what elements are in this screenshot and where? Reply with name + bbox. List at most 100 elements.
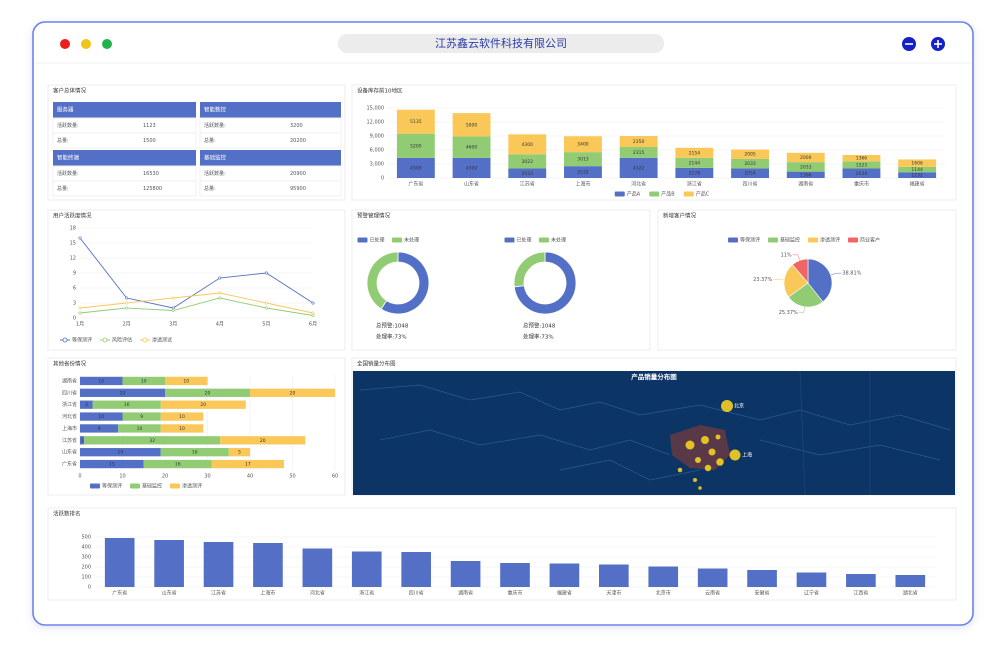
pie-label: 11%	[781, 252, 792, 258]
bar-segment	[731, 168, 769, 178]
data-label: 20	[260, 438, 266, 444]
x-tick-label: 20	[162, 474, 168, 480]
panel-title: 全国销量分布图	[357, 360, 396, 368]
legend-icon	[130, 483, 140, 489]
legend-icon	[768, 237, 778, 243]
bar	[697, 568, 728, 587]
bar-segment	[165, 388, 250, 397]
map-point	[677, 467, 683, 473]
donut-note: 总预警:1048	[523, 322, 556, 330]
bar	[104, 538, 135, 587]
panel-title: 客户总体情况	[53, 87, 87, 95]
map-point	[693, 478, 697, 482]
legend-label: 产品C	[696, 191, 710, 198]
legend-icon	[504, 237, 515, 243]
data-label: 10	[179, 426, 185, 432]
donut-note: 总预警:1048	[376, 322, 409, 330]
donut-note: 处理率:73%	[376, 333, 407, 341]
bar-segment	[92, 400, 161, 409]
y-tick-label: 河北省	[62, 413, 77, 420]
bar-segment	[675, 157, 714, 168]
line-point	[264, 306, 268, 310]
data-label: 2033	[522, 171, 534, 177]
x-tick-label: 广东省	[408, 181, 423, 188]
bar-segment	[80, 400, 93, 409]
x-tick-label: 4月	[216, 322, 224, 328]
data-label: 4300	[522, 142, 534, 148]
data-label: 16	[192, 450, 198, 456]
map-title: 产品销量分布图	[631, 372, 677, 381]
data-label: 2034	[856, 171, 868, 177]
row-value: 95900	[290, 186, 306, 192]
data-label: 19	[118, 450, 124, 456]
pie-slice	[788, 282, 824, 308]
bar-segment	[160, 448, 229, 457]
bar	[351, 551, 382, 587]
y-tick-label: 0	[381, 176, 384, 182]
window-title: 江苏鑫云软件科技有限公司	[435, 36, 567, 50]
map-border	[379, 429, 941, 481]
data-label: 3	[85, 402, 88, 408]
data-label: 16	[175, 462, 181, 468]
bar-segment	[452, 136, 491, 158]
legend-label: 未处理	[404, 237, 419, 244]
data-label: 2154	[689, 150, 701, 156]
legend-label: 等保测评	[102, 483, 122, 490]
legend-label: 等保测评	[740, 237, 760, 244]
bar-segment	[842, 161, 881, 169]
bar-segment	[80, 424, 119, 433]
legend-icon	[170, 483, 180, 489]
bar-segment	[508, 154, 547, 169]
y-tick-label: 200	[81, 565, 91, 571]
close-dot[interactable]	[60, 39, 70, 49]
bar	[253, 543, 283, 587]
data-label: 2054	[744, 171, 756, 177]
y-tick-label: 12	[70, 256, 76, 262]
bar-segment	[564, 136, 602, 153]
x-tick-label: 10	[119, 474, 125, 480]
donut-note: 处理率:73%	[523, 333, 554, 341]
minimize-dot[interactable]	[81, 39, 91, 49]
panel-title: 新增客户情况	[663, 212, 697, 220]
map-background	[353, 371, 955, 495]
map-border	[359, 384, 951, 431]
y-tick-label: 广东省	[62, 461, 77, 468]
bar-segment	[619, 136, 658, 148]
bar	[895, 575, 926, 587]
group-name: 智能终端	[57, 154, 80, 162]
y-tick-label: 400	[81, 545, 91, 551]
x-tick-label: 山东省	[464, 181, 479, 188]
row-value: 20900	[290, 171, 306, 177]
legend-label: 渗透测评	[182, 483, 202, 490]
map-point	[701, 436, 709, 444]
legend-label: 渗透测评	[820, 237, 840, 244]
bar-segment	[508, 134, 547, 155]
y-tick-label: 9,000	[370, 134, 384, 140]
legend-icon	[102, 337, 108, 343]
x-tick-label: 2月	[123, 322, 131, 328]
bar-segment	[786, 171, 825, 178]
data-label: 4600	[466, 145, 478, 151]
line-point	[171, 308, 175, 312]
legend-icon	[614, 191, 625, 197]
data-label: 3400	[577, 142, 589, 148]
maximize-dot[interactable]	[102, 39, 112, 49]
legend-icon	[142, 337, 148, 343]
y-tick-label: 500	[81, 535, 91, 541]
x-tick-label: 50	[289, 474, 295, 480]
map-point	[704, 464, 712, 472]
bar-segment	[118, 424, 161, 433]
data-label: 17	[245, 462, 251, 468]
map-point	[715, 434, 721, 440]
bar-segment	[220, 436, 306, 445]
bar-segment	[452, 157, 491, 178]
donut-slice	[366, 251, 399, 310]
data-label: 10	[98, 414, 104, 420]
line-point	[311, 311, 315, 315]
panel-title: 设备库存前10地区	[357, 87, 403, 95]
data-label: 1523	[856, 162, 868, 168]
pie-slice	[783, 264, 809, 298]
data-label: 3022	[522, 159, 534, 165]
row-value: 20200	[290, 138, 306, 144]
